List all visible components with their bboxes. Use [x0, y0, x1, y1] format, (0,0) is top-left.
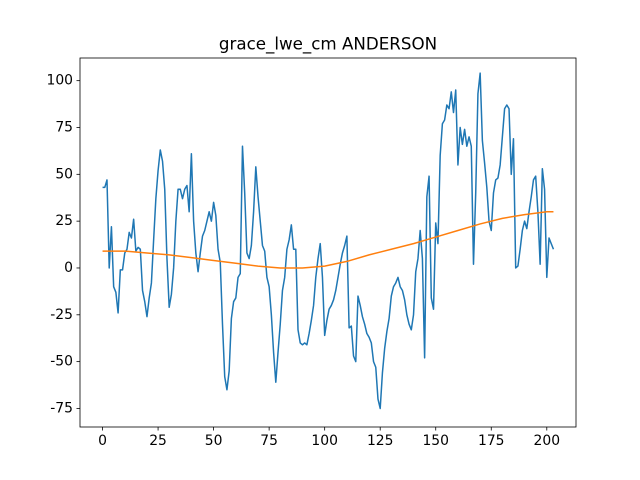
- x-tick-label: 75: [260, 433, 278, 449]
- y-tick-label: 100: [46, 73, 73, 89]
- x-tick-label: 150: [422, 433, 449, 449]
- y-tick-label: 50: [55, 166, 73, 182]
- x-tick-label: 125: [367, 433, 394, 449]
- x-tick-label: 25: [149, 433, 167, 449]
- y-tick-label: 75: [55, 119, 73, 135]
- chart-title: grace_lwe_cm ANDERSON: [219, 34, 437, 55]
- y-tick-label: -75: [50, 400, 73, 416]
- y-tick-label: -50: [50, 354, 73, 370]
- x-tick-label: 50: [205, 433, 223, 449]
- series-line: [102, 211, 554, 269]
- x-tick-label: 0: [98, 433, 107, 449]
- y-tick-label: 25: [55, 213, 73, 229]
- series-line: [102, 72, 555, 410]
- x-tick-label: 100: [311, 433, 338, 449]
- x-tick-label: 200: [534, 433, 561, 449]
- axes-frame: [79, 57, 577, 428]
- y-tick-label: 0: [64, 260, 73, 276]
- x-tick-label: 175: [478, 433, 505, 449]
- y-tick-label: -25: [50, 307, 73, 323]
